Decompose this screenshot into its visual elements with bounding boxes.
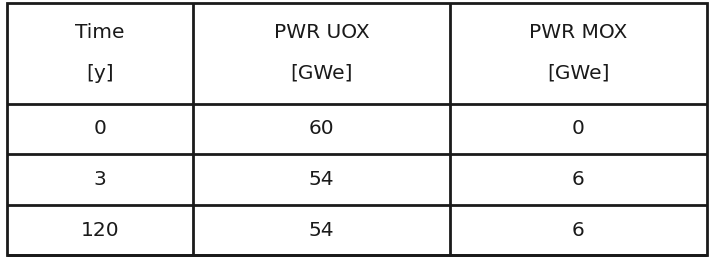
Text: PWR MOX: PWR MOX [529, 23, 628, 42]
Text: 54: 54 [308, 221, 334, 240]
Text: [GWe]: [GWe] [290, 64, 353, 83]
Text: 120: 120 [81, 221, 119, 240]
Text: 3: 3 [94, 170, 106, 189]
Text: 0: 0 [572, 119, 585, 139]
Text: PWR UOX: PWR UOX [273, 23, 369, 42]
Text: 6: 6 [572, 221, 585, 240]
Text: 54: 54 [308, 170, 334, 189]
Text: 6: 6 [572, 170, 585, 189]
Text: [y]: [y] [86, 64, 114, 83]
Text: [GWe]: [GWe] [547, 64, 610, 83]
Text: Time: Time [75, 23, 125, 42]
Text: 60: 60 [308, 119, 334, 139]
Text: 0: 0 [94, 119, 106, 139]
